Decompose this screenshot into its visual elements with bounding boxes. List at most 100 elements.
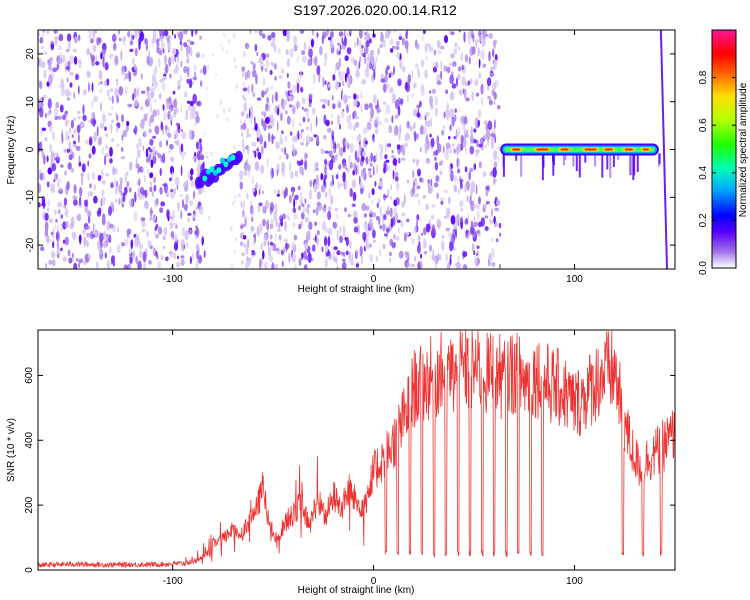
spectrogram-noise-blob xyxy=(87,160,89,167)
spectrogram-noise-blob xyxy=(43,51,48,55)
spectrogram-noise-blob xyxy=(293,212,298,220)
spectrogram-noise-blob xyxy=(324,180,327,189)
spectrogram-noise-blob xyxy=(433,49,437,56)
spectrogram-noise-blob xyxy=(401,148,406,156)
spectrogram-noise-blob xyxy=(301,252,304,259)
spectrogram-noise-blob xyxy=(50,183,56,194)
spectrogram-noise-blob xyxy=(424,70,428,79)
spectrogram-noise-blob xyxy=(258,30,263,37)
spectrogram-noise-blob xyxy=(45,262,47,269)
spectrogram-noise-blob xyxy=(166,209,171,219)
spectrogram-noise-blob xyxy=(246,113,249,119)
spectrogram-noise-blob xyxy=(382,83,387,93)
spectrogram-noise-blob xyxy=(373,165,375,176)
spectrogram-noise-blob xyxy=(464,166,468,173)
spectrogram-noise-blob xyxy=(377,99,379,109)
spectrogram-noise-blob xyxy=(188,129,193,140)
spectrogram-noise-blob xyxy=(341,261,347,269)
figure-title: S197.2026.020.00.14.R12 xyxy=(293,2,457,18)
spectrogram-noise-blob xyxy=(416,132,419,141)
spectrogram-noise-blob xyxy=(66,48,70,53)
spectrogram-noise-blob xyxy=(475,203,480,210)
spectrogram-noise-blob xyxy=(283,238,288,243)
spectrogram-noise-blob xyxy=(75,145,81,151)
spectrogram-noise-blob xyxy=(159,140,162,148)
spectrogram-noise-blob xyxy=(145,148,149,158)
spectrogram-noise-blob xyxy=(475,39,480,43)
spectrogram-noise-blob xyxy=(133,236,139,247)
spectrogram-noise-blob xyxy=(488,99,493,106)
spectrogram-noise-blob xyxy=(126,228,132,235)
spectrogram-noise-blob xyxy=(443,125,445,130)
spectrogram-noise-blob xyxy=(452,61,457,67)
spectrogram-noise-blob xyxy=(369,243,372,248)
spectrogram-noise-blob xyxy=(345,236,349,247)
spectrogram-noise-blob xyxy=(327,210,332,221)
spectrogram-noise-blob xyxy=(288,89,293,94)
spectrogram-noise-blob xyxy=(156,40,160,50)
spectrogram-noise-blob xyxy=(180,210,183,220)
spectrogram-noise-blob xyxy=(74,36,78,44)
spectrogram-noise-blob xyxy=(124,85,128,96)
spectrogram-noise-blob xyxy=(466,129,469,133)
spectrogram-noise-blob xyxy=(173,187,176,196)
spectrogram-noise-blob xyxy=(342,41,346,46)
spectrogram-noise-blob xyxy=(314,162,317,173)
spectrogram-noise-blob xyxy=(389,195,393,200)
tone-streak xyxy=(594,153,597,167)
spectrogram-noise-blob xyxy=(160,155,163,163)
spectrogram-noise-blob xyxy=(202,161,205,169)
spectrogram-noise-blob xyxy=(484,144,487,149)
spectrogram-noise-blob xyxy=(189,256,192,265)
spectrogram-noise-blob xyxy=(280,147,285,153)
spectrogram-noise-blob xyxy=(325,226,328,233)
spectrogram-xtick-label: -100 xyxy=(163,274,183,285)
spectrogram-noise-blob xyxy=(198,254,202,262)
spectrogram-noise-blob xyxy=(473,216,476,221)
spectrogram-noise-blob xyxy=(458,66,462,72)
spectrogram-noise-blob xyxy=(453,184,458,193)
spectrogram-noise-blob xyxy=(292,118,294,128)
spectrogram-noise-blob xyxy=(333,156,336,163)
spectrogram-noise-blob xyxy=(350,261,355,266)
spectrogram-noise-blob xyxy=(122,192,126,203)
spectrogram-noise-blob xyxy=(305,207,307,213)
spectrogram-noise-blob xyxy=(158,57,161,68)
chirp-peak xyxy=(223,161,229,168)
spectrogram-noise-blob xyxy=(489,216,491,225)
spectrogram-noise-blob xyxy=(424,115,427,121)
spectrogram-noise-blob xyxy=(149,245,153,250)
spectrogram-noise-blob xyxy=(166,139,168,147)
spectrogram-noise-blob xyxy=(474,256,478,264)
spectrogram-noise-blob xyxy=(233,32,236,39)
spectrogram-noise-blob xyxy=(175,224,178,229)
spectrogram-noise-blob xyxy=(417,68,420,75)
spectrogram-noise-blob xyxy=(141,243,144,249)
spectrogram-noise-blob xyxy=(39,81,43,90)
spectrogram-noise-blob xyxy=(282,104,286,112)
tone-streak xyxy=(609,153,612,178)
spectrogram-image xyxy=(38,30,668,269)
spectrogram-noise-blob xyxy=(276,193,281,197)
spectrogram-noise-blob xyxy=(345,250,349,256)
spectrogram-noise-blob xyxy=(368,218,373,229)
spectrogram-noise-blob xyxy=(412,158,416,163)
spectrogram-noise-blob xyxy=(376,164,379,175)
spectrogram-noise-blob xyxy=(201,186,205,194)
spectrogram-noise-blob xyxy=(62,239,66,244)
spectrogram-noise-blob xyxy=(330,113,333,119)
spectrogram-noise-blob xyxy=(193,190,195,200)
spectrogram-noise-blob xyxy=(362,171,367,181)
spectrogram-noise-blob xyxy=(258,202,263,206)
spectrogram-noise-blob xyxy=(265,103,269,112)
spectrogram-noise-blob xyxy=(176,261,181,268)
spectrogram-noise-blob xyxy=(56,63,60,70)
spectrogram-noise-blob xyxy=(160,254,164,261)
spectrogram-noise-blob xyxy=(231,264,233,269)
spectrogram-noise-blob xyxy=(427,185,432,195)
spectrogram-noise-blob xyxy=(267,34,272,41)
spectrogram-noise-blob xyxy=(462,264,468,269)
spectrogram-noise-blob xyxy=(188,78,193,89)
spectrogram-noise-blob xyxy=(283,190,286,199)
